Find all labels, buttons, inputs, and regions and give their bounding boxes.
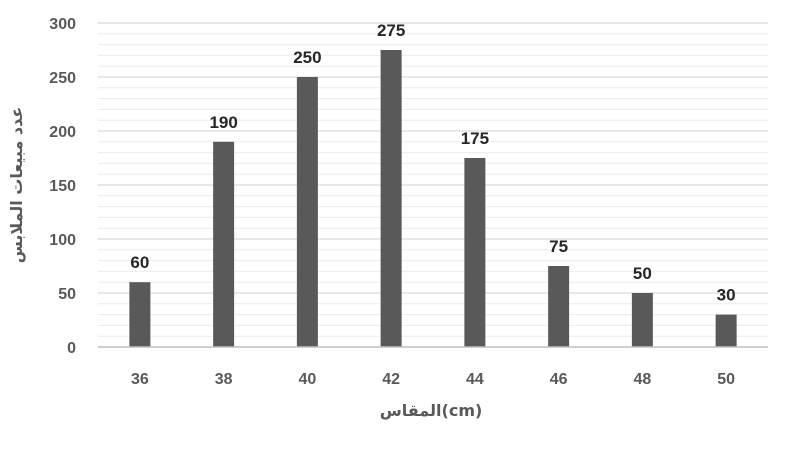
x-tick-label: 48 [633,371,651,388]
y-tick-label: 150 [49,178,76,195]
y-tick-label: 300 [49,16,76,33]
y-tick-label: 250 [49,70,76,87]
data-label: 60 [130,253,149,272]
x-tick-label: 44 [466,371,484,388]
bars [129,50,737,347]
bar [631,293,653,347]
bar [548,266,570,347]
y-tick-label: 100 [49,232,76,249]
bar [296,77,318,347]
bar [380,50,402,347]
y-axis-ticks: 0 50 100 150 200 250 300 [49,16,76,357]
data-label: 275 [377,21,405,40]
data-label: 50 [633,264,652,283]
x-tick-label: 42 [382,371,400,388]
x-tick-label: 50 [717,371,735,388]
bar [213,141,235,347]
gridlines [98,22,768,337]
x-tick-label: 36 [131,371,149,388]
bar [715,314,737,347]
data-label: 175 [461,129,489,148]
data-label: 250 [293,48,321,67]
bar [129,282,151,347]
x-tick-label: 46 [550,371,568,388]
y-tick-label: 50 [58,286,76,303]
bar [464,158,486,347]
y-axis-title: عدد مبيعات الملابس [7,107,26,264]
x-tick-label: 38 [215,371,233,388]
data-label: 190 [209,113,237,132]
x-axis-ticks: 36 38 40 42 44 46 48 50 [131,371,735,388]
data-label: 75 [549,237,568,256]
data-label: 30 [717,286,736,305]
x-tick-label: 40 [298,371,316,388]
y-tick-label: 0 [67,340,76,357]
y-tick-label: 200 [49,124,76,141]
x-axis-title: المقاس(cm) [380,401,483,420]
data-labels: 60 190 250 275 175 75 50 30 [130,21,735,305]
